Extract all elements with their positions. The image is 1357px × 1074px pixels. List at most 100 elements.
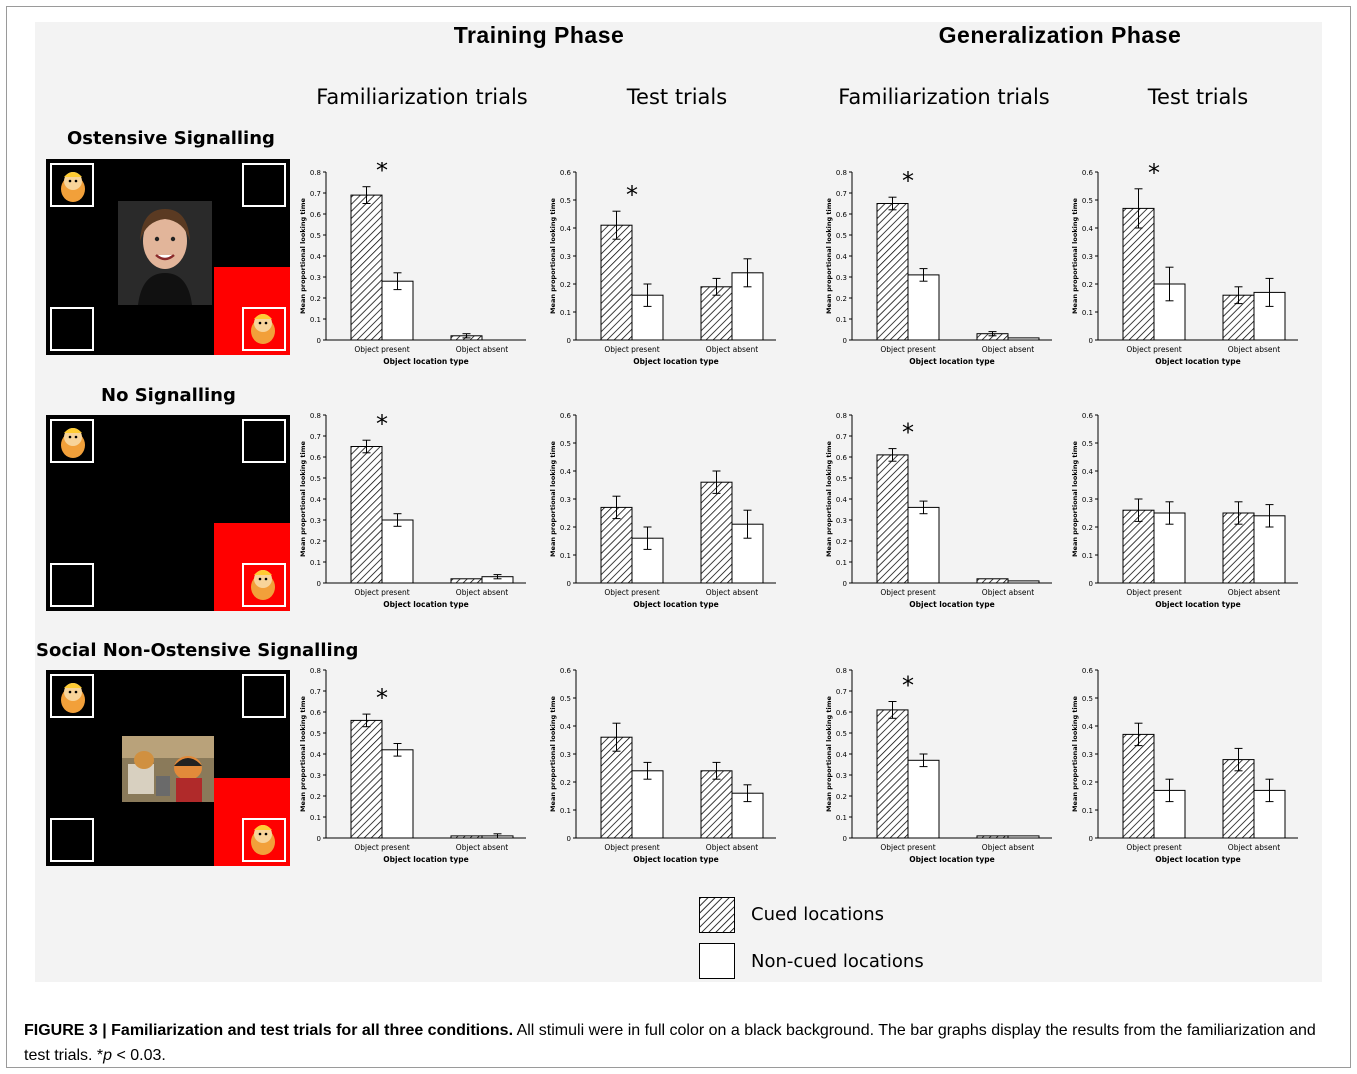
y-tick-label: 0.1	[836, 559, 847, 567]
category-label: Object present	[604, 588, 659, 597]
y-tick-label: 0	[317, 835, 321, 843]
y-tick-label: 0.5	[1082, 695, 1093, 703]
stimulus-no-signalling	[46, 415, 290, 611]
test-trials-header-training: Test trials	[626, 85, 728, 109]
y-tick-label: 0.5	[1082, 197, 1093, 205]
y-tick-label: 0.6	[1082, 667, 1094, 675]
bar-chart-no-signalling-generalization-familiarization: 0 0.1 0.2 0.3 0.4 0.5 0.6 0.7 0.8 Mean proportion…	[825, 412, 1052, 609]
significance-star: *	[376, 162, 388, 185]
category-label: Object present	[1126, 843, 1181, 852]
y-tick-label: 0.7	[310, 190, 321, 198]
y-tick-label: 0.4	[1082, 468, 1094, 476]
bar-cued-object-present	[350, 446, 383, 584]
y-tick-label: 0	[567, 580, 571, 588]
bar-cued-object-present	[350, 194, 383, 341]
y-axis-label: Mean proportional looking time	[1071, 440, 1079, 556]
y-tick-label: 0.2	[310, 295, 321, 303]
y-tick-label: 0.1	[560, 807, 571, 815]
y-tick-label: 0	[567, 835, 571, 843]
y-tick-label: 0	[1089, 337, 1093, 345]
y-tick-label: 0.5	[310, 475, 321, 483]
bar-cued-object-absent	[1222, 759, 1255, 839]
y-tick-label: 0.5	[836, 475, 847, 483]
y-tick-label: 0	[1089, 580, 1093, 588]
bar-cued-object-present	[1122, 733, 1155, 839]
y-tick-label: 0	[843, 337, 847, 345]
y-tick-label: 0.2	[1082, 524, 1093, 532]
y-tick-label: 0.5	[560, 440, 571, 448]
y-tick-label: 0.4	[310, 496, 322, 504]
y-tick-label: 0.2	[310, 793, 321, 801]
y-tick-label: 0.3	[836, 517, 847, 525]
toy-figure-icon	[251, 825, 275, 855]
bar-cued-object-present	[876, 454, 909, 584]
y-tick-label: 0.4	[310, 253, 322, 261]
category-label: Object absent	[456, 345, 508, 354]
location-box	[50, 818, 94, 862]
y-tick-label: 0.2	[1082, 779, 1093, 787]
y-tick-label: 0.5	[1082, 440, 1093, 448]
y-axis-label: Mean proportional looking time	[825, 695, 833, 811]
figure-caption: FIGURE 3 | Familiarization and test tria…	[24, 1018, 1340, 1068]
y-tick-label: 0.4	[836, 496, 848, 504]
bar-noncued-object-absent	[1007, 337, 1040, 341]
location-box	[242, 163, 286, 207]
y-tick-label: 0.2	[560, 779, 571, 787]
y-tick-label: 0.6	[310, 709, 322, 717]
y-tick-label: 0.3	[1082, 496, 1093, 504]
category-label: Object absent	[456, 843, 508, 852]
bar-noncued-object-absent	[1007, 580, 1040, 584]
category-label: Object present	[1126, 345, 1181, 354]
bar-chart-social-generalization-familiarization: 0 0.1 0.2 0.3 0.4 0.5 0.6 0.7 0.8 Mean proportion…	[825, 667, 1052, 864]
y-tick-label: 0.4	[836, 253, 848, 261]
x-axis-label: Object location type	[383, 600, 468, 609]
y-tick-label: 0.3	[560, 253, 571, 261]
y-tick-label: 0.2	[836, 538, 847, 546]
significance-star: *	[902, 419, 914, 447]
location-box	[50, 307, 94, 351]
category-label: Object absent	[1228, 588, 1280, 597]
y-tick-label: 0.1	[1082, 807, 1093, 815]
caption-tail: < 0.03.	[112, 1047, 166, 1064]
generalization-phase-header: Generalization Phase	[938, 22, 1182, 48]
category-label: Object absent	[456, 588, 508, 597]
category-label: Object absent	[982, 588, 1034, 597]
y-tick-label: 0.3	[310, 274, 321, 282]
legend-label-noncued: Non-cued locations	[751, 951, 924, 972]
category-label: Object present	[354, 843, 409, 852]
bar-noncued-object-present	[907, 274, 940, 341]
significance-star: *	[626, 181, 638, 209]
x-axis-label: Object location type	[633, 855, 718, 864]
bar-chart-no-signalling-training-test: 0 0.1 0.2 0.3 0.4 0.5 0.6 Mean proportional loo…	[549, 412, 776, 609]
bar-chart-no-signalling-training-familiarization: 0 0.1 0.2 0.3 0.4 0.5 0.6 0.7 0.8 Mean proportion…	[299, 410, 526, 609]
y-tick-label: 0.7	[836, 190, 847, 198]
bar-cued-object-absent	[976, 578, 1009, 584]
test-trials-header-generalization: Test trials	[1147, 85, 1249, 109]
x-axis-label: Object location type	[633, 357, 718, 366]
category-label: Object present	[1126, 588, 1181, 597]
y-tick-label: 0.4	[836, 751, 848, 759]
x-axis-label: Object location type	[909, 855, 994, 864]
y-tick-label: 0.1	[310, 814, 321, 822]
category-label: Object present	[880, 588, 935, 597]
y-tick-label: 0.5	[560, 695, 571, 703]
category-label: Object present	[354, 588, 409, 597]
x-axis-label: Object location type	[1155, 600, 1240, 609]
caption-title: FIGURE 3 | Familiarization and test tria…	[24, 1022, 514, 1039]
y-axis-label: Mean proportional looking time	[1071, 197, 1079, 313]
y-axis-label: Mean proportional looking time	[299, 440, 307, 556]
bar-noncued-object-absent	[1007, 835, 1040, 839]
bar-noncued-object-present	[381, 280, 414, 341]
y-tick-label: 0	[843, 580, 847, 588]
x-axis-label: Object location type	[1155, 855, 1240, 864]
legend-swatch-noncued	[699, 943, 735, 979]
y-tick-label: 0.6	[836, 454, 848, 462]
y-tick-label: 0	[567, 337, 571, 345]
y-tick-label: 0.5	[836, 232, 847, 240]
bar-cued-object-absent	[450, 835, 483, 839]
familiarization-trials-header-generalization: Familiarization trials	[838, 85, 1050, 109]
bar-chart-no-signalling-generalization-test: 0 0.1 0.2 0.3 0.4 0.5 0.6 Mean proportional loo…	[1071, 412, 1298, 609]
y-tick-label: 0.5	[836, 730, 847, 738]
bar-chart-ostensive-training-test: 0 0.1 0.2 0.3 0.4 0.5 0.6 Mean proportional loo…	[549, 169, 776, 366]
y-tick-label: 0.7	[310, 688, 321, 696]
